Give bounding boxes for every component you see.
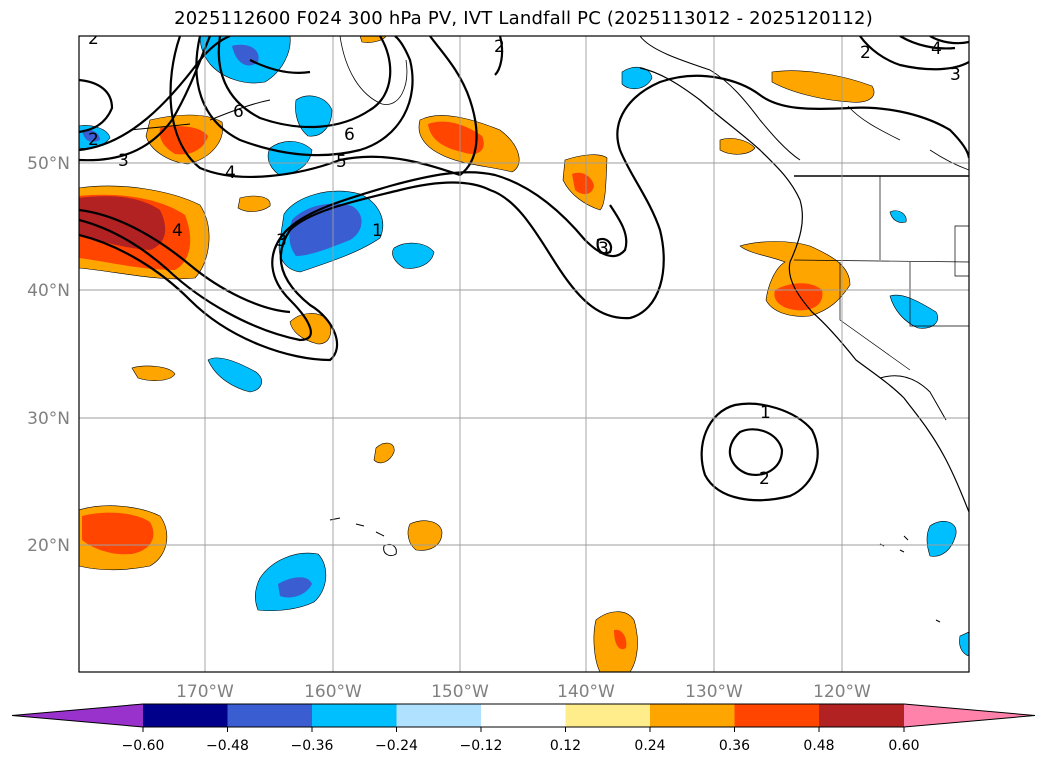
colorbar-tick-label: −0.48 (206, 738, 249, 754)
contour-label: 4 (931, 39, 942, 59)
contour-label: 1 (760, 403, 771, 423)
colorbar-tick-label: −0.24 (375, 738, 418, 754)
colorbar-segment (650, 704, 735, 727)
colorbar-tick-labels: −0.60 −0.48 −0.36 −0.24 −0.12 0.12 0.24 … (122, 738, 920, 754)
contour-label: 2 (88, 29, 99, 49)
contour-label: 5 (336, 152, 347, 172)
colorbar-segment (481, 704, 566, 727)
latitude-labels: 50°N 40°N 30°N 20°N (27, 154, 70, 556)
contour-label: 4 (172, 221, 183, 241)
contour-label: 2 (88, 130, 99, 150)
map-title: 2025112600 F024 300 hPa PV, IVT Landfall… (174, 8, 873, 29)
contour-label: 2 (494, 37, 505, 57)
lon-label: 130°W (685, 682, 743, 702)
colorbar-tick-label: 0.48 (803, 738, 834, 754)
negative-anomaly-shading (79, 36, 969, 657)
lat-label: 30°N (27, 409, 70, 429)
map-plot-area: 2 2 3 6 6 5 4 4 3 1 2 4 3 2 3 1 2 (79, 29, 969, 672)
colorbar-segment (227, 704, 313, 727)
colorbar-segment (312, 704, 397, 727)
contour-label: 4 (225, 163, 236, 183)
lat-label: 20°N (27, 536, 70, 556)
longitude-labels: 170°W 160°W 150°W 140°W 130°W 120°W (176, 682, 871, 702)
colorbar (11, 703, 1036, 728)
gridlines (79, 36, 969, 672)
contour-label: 1 (372, 221, 383, 241)
colorbar-tick-label: 0.60 (888, 738, 919, 754)
map-frame (78, 35, 970, 673)
contour-label: 3 (598, 239, 609, 259)
lon-label: 150°W (431, 682, 489, 702)
lon-label: 170°W (176, 682, 234, 702)
colorbar-tick-label: −0.60 (122, 738, 165, 754)
colorbar-segment (819, 704, 904, 727)
contour-labels: 2 2 3 6 6 5 4 4 3 1 2 4 3 2 3 1 2 (88, 29, 961, 489)
lon-label: 140°W (557, 682, 615, 702)
lat-label: 50°N (27, 154, 70, 174)
colorbar-tick-label: 0.36 (719, 738, 750, 754)
colorbar-tick-label: −0.12 (460, 738, 503, 754)
colorbar-tick-label: −0.36 (291, 738, 334, 754)
colorbar-segment (396, 704, 482, 727)
contour-label: 6 (344, 125, 355, 145)
lon-label: 160°W (304, 682, 362, 702)
colorbar-extend-right (904, 704, 1035, 727)
contour-label: 6 (233, 102, 244, 122)
colorbar-segment (143, 704, 228, 727)
colorbar-segment (734, 704, 820, 727)
contour-label: 2 (759, 469, 770, 489)
coastlines (129, 36, 969, 623)
lon-label: 120°W (813, 682, 871, 702)
contour-label: 3 (276, 231, 287, 251)
contour-label: 3 (950, 65, 961, 85)
colorbar-extend-left (12, 704, 143, 727)
colorbar-tick-label: 0.12 (550, 738, 581, 754)
colorbar-ticks (142, 727, 905, 732)
lat-label: 40°N (27, 281, 70, 301)
contour-label: 3 (118, 151, 129, 171)
colorbar-tick-label: 0.24 (634, 738, 665, 754)
contour-label: 2 (860, 43, 871, 63)
colorbar-segment (565, 704, 651, 727)
